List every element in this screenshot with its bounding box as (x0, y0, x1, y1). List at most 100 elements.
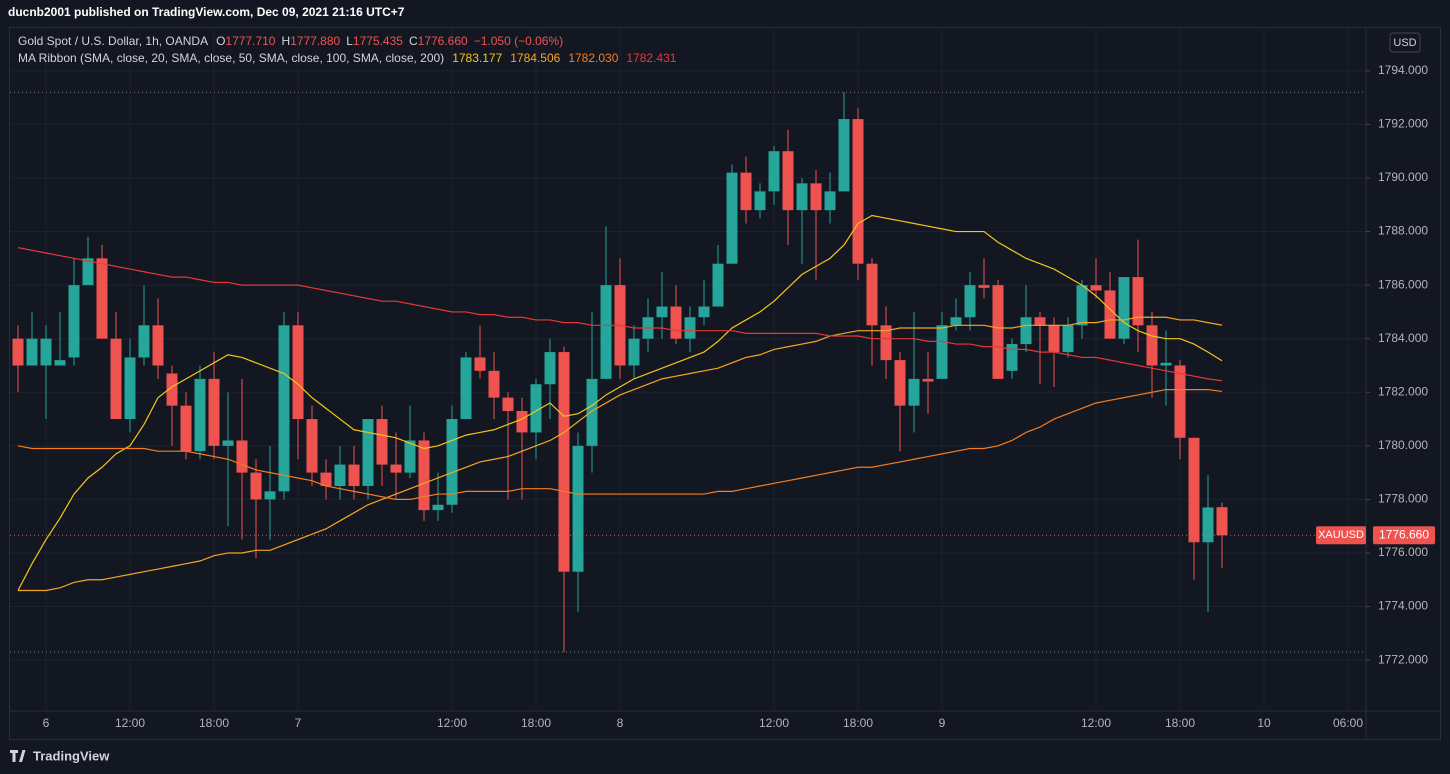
ohlc-key: H (281, 34, 290, 48)
candle-body (698, 306, 710, 318)
x-tick-label: 18:00 (843, 716, 873, 730)
candle-body (502, 397, 514, 412)
grid (10, 28, 1366, 711)
candle-body (138, 325, 150, 358)
logo: TradingView (10, 748, 110, 763)
candle-body (586, 378, 598, 446)
price-tag (1373, 526, 1435, 545)
legend-line: MA Ribbon (SMA, close, 20, SMA, close, 5… (18, 51, 677, 65)
candle-body (544, 352, 556, 385)
change: −1.050 (−0.06%) (474, 34, 563, 48)
candle-body (250, 472, 262, 500)
ma-value: 1782.030 (568, 51, 618, 65)
ma-value: 1782.431 (626, 51, 676, 65)
candle-body (992, 285, 1004, 379)
plot (10, 91, 1366, 653)
candle-body (768, 151, 780, 192)
candle-body (1216, 507, 1228, 536)
candle-body (1090, 285, 1102, 291)
candle-body (12, 338, 24, 366)
x-tick-label: 9 (939, 716, 946, 730)
candle-body (754, 191, 766, 211)
y-tick-label: 1778.000 (1378, 492, 1428, 506)
candle-body (96, 258, 108, 339)
candle-body (1006, 344, 1018, 371)
candle-body (1034, 317, 1046, 326)
candle-body (964, 285, 976, 318)
candle-body (516, 411, 528, 433)
y-tick-label: 1780.000 (1378, 438, 1428, 452)
candle-body (922, 378, 934, 382)
candle-body (866, 263, 878, 326)
candle-body (600, 285, 612, 379)
ohlc-value: 1777.880 (290, 34, 340, 48)
ma-line (18, 316, 1223, 592)
candle-body (1146, 325, 1158, 366)
symbol: Gold Spot / U.S. Dollar, 1h, OANDA (18, 34, 208, 48)
candle-body (880, 325, 892, 361)
chart-frame (9, 27, 1441, 740)
ohlc-value: 1777.710 (225, 34, 275, 48)
x-tick-label: 12:00 (437, 716, 467, 730)
candle-body (180, 405, 192, 452)
x-tick-label: 12:00 (1081, 716, 1111, 730)
indicator: MA Ribbon (SMA, close, 20, SMA, close, 5… (18, 51, 444, 65)
candle-body (908, 378, 920, 406)
candle-body (656, 306, 668, 318)
candle-body (82, 258, 94, 286)
candle-body (40, 338, 52, 366)
candle-body (838, 119, 850, 192)
x-tick-label: 7 (295, 716, 302, 730)
candle-body (208, 378, 220, 446)
x-tick-label: 12:00 (115, 716, 145, 730)
candle-body (1188, 437, 1200, 543)
legend-line: Gold Spot / U.S. Dollar, 1h, OANDA O1777.… (18, 34, 563, 48)
candle-body (1020, 317, 1032, 345)
candle-body (936, 325, 948, 379)
currency-label[interactable]: USD (1393, 37, 1416, 49)
y-tick-label: 1774.000 (1378, 599, 1428, 613)
candle-body (362, 419, 374, 487)
candle-body (432, 504, 444, 511)
candle-body (1118, 277, 1130, 339)
ma-value: 1784.506 (510, 51, 560, 65)
candle-body (572, 445, 584, 572)
candle-body (1160, 362, 1172, 366)
candle-body (446, 419, 458, 505)
candle-body (894, 360, 906, 406)
y-tick-label: 1786.000 (1378, 277, 1428, 291)
x-tick-label: 06:00 (1333, 716, 1363, 730)
y-tick-label: 1776.000 (1378, 545, 1428, 559)
y-tick-label: 1782.000 (1378, 384, 1428, 398)
symbol-tag (1316, 526, 1366, 545)
x-tick-label: 12:00 (759, 716, 789, 730)
symbol-tag-label: XAUUSD (1318, 529, 1364, 541)
candle-body (950, 317, 962, 326)
ma-line (17, 247, 1223, 382)
candle-body (1062, 325, 1074, 353)
ohlc-value: 1775.435 (353, 34, 403, 48)
candle-body (320, 472, 332, 487)
y-tick-label: 1772.000 (1378, 652, 1428, 666)
brand: TradingView (33, 748, 110, 763)
candle-body (726, 172, 738, 264)
candle-body (348, 464, 360, 487)
y-tick-label: 1790.000 (1378, 170, 1428, 184)
candle-body (488, 370, 500, 398)
currency-button[interactable] (1389, 32, 1421, 53)
candle-body (236, 440, 248, 473)
ma-value: 1783.177 (452, 51, 502, 65)
candle-body (376, 419, 388, 465)
candle-body (558, 352, 570, 572)
ohlc-value: 1776.660 (418, 34, 468, 48)
ma-line (17, 388, 1223, 501)
candle-body (194, 378, 206, 452)
y-tick-label: 1792.000 (1378, 117, 1428, 131)
candle-body (68, 285, 80, 358)
y-tick-label: 1784.000 (1378, 331, 1428, 345)
candle-body (712, 263, 724, 307)
candle-body (1202, 507, 1214, 543)
candle-body (684, 317, 696, 339)
